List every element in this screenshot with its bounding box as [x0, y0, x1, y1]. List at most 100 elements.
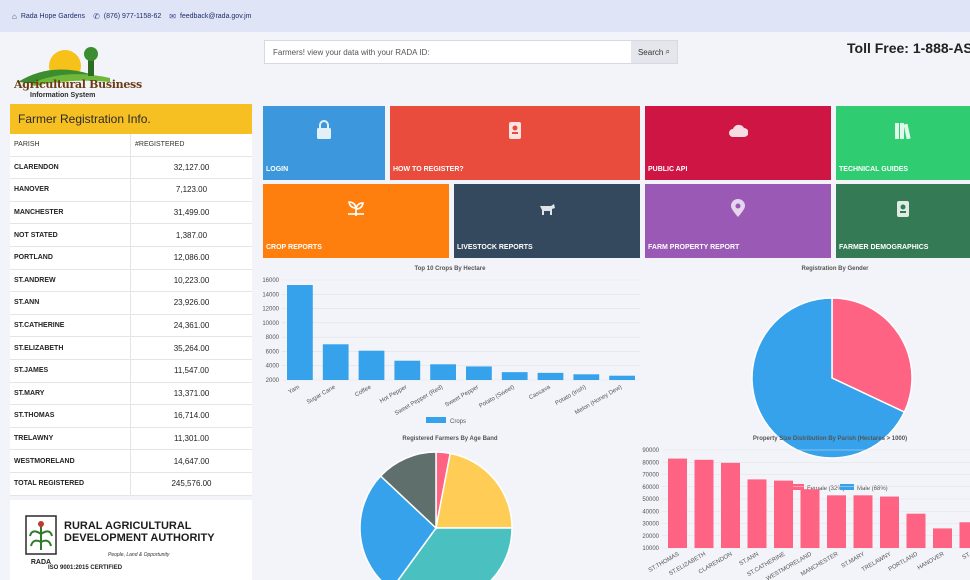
registered-cell: 10,223.00: [173, 275, 210, 285]
x-tick-label: Sugar Cane: [306, 384, 337, 406]
legend-label: Female (32%): [807, 486, 845, 492]
table-row: HANOVER 7,123.00: [10, 179, 252, 202]
y-tick-label: 20000: [642, 534, 659, 540]
parish-cell: ST.CATHERINE: [10, 314, 131, 337]
bar: [747, 479, 767, 548]
y-tick-label: 16000: [262, 278, 279, 284]
registered-cell: 35,264.00: [173, 343, 210, 353]
crops-bar-chart: 2000 4000 6000 8000 10000 12000 14000 16000 Yam S…: [262, 278, 640, 425]
y-tick-label: 6000: [266, 349, 280, 355]
table-row: PORTLAND 12,086.00: [10, 246, 252, 270]
registered-cell: 11,547.00: [174, 366, 209, 376]
parish-cell: NOT STATED: [10, 224, 131, 246]
col-registered: #REGISTERED: [135, 141, 185, 149]
tile-farm-property-report[interactable]: FARM PROPERTY REPORT: [645, 184, 831, 258]
table-row: ST.JAMES 11,547.00: [10, 359, 252, 383]
registered-cell: 14,647.00: [173, 456, 210, 466]
parish-cell: PORTLAND: [10, 246, 131, 269]
registered-cell: 245,576.00: [171, 479, 212, 489]
pie-slice: [831, 297, 913, 414]
tile-how-to-register[interactable]: HOW TO REGISTER?: [390, 106, 640, 180]
y-tick-label: 70000: [642, 473, 659, 479]
rada-tagline: People, Land & Opportunity: [108, 552, 170, 558]
rada-id-search: Search ⌕: [264, 40, 678, 64]
phone-icon: ✆: [93, 11, 100, 21]
pie-slice: [359, 474, 437, 580]
y-tick-label: 2000: [266, 378, 280, 384]
tile-label: PUBLIC API: [648, 166, 688, 173]
tile-crop-reports[interactable]: CROP REPORTS: [263, 184, 449, 258]
table-row: MANCHESTER 31,499.00: [10, 201, 252, 225]
age-pie-chart: [359, 451, 513, 580]
logo-subtitle: Information System: [30, 92, 96, 99]
panel-title: Farmer Registration Info.: [10, 104, 252, 134]
rada-emblem: RADA: [25, 515, 57, 566]
bar: [358, 350, 385, 380]
table-row: ST.MARY 13,371.00: [10, 382, 252, 406]
y-tick-label: 60000: [642, 485, 659, 491]
y-tick-label: 80000: [642, 460, 659, 466]
table-header: PARISH #REGISTERED: [10, 134, 252, 157]
rada-mark: RADA: [31, 559, 51, 566]
age-chart-title: Registered Farmers By Age Band: [402, 436, 498, 442]
y-tick-label: 30000: [642, 522, 659, 528]
tile-label: LOGIN: [266, 166, 289, 173]
x-tick-label: TRELAWNY: [861, 552, 893, 574]
tile-label: HOW TO REGISTER?: [393, 166, 464, 173]
bar: [694, 459, 714, 548]
parish-cell: TRELAWNY: [10, 427, 131, 450]
bar: [573, 374, 600, 380]
registered-cell: 31,499.00: [173, 208, 210, 218]
pie-slice: [379, 451, 437, 530]
tile-public-api[interactable]: PUBLIC API: [645, 106, 831, 180]
y-tick-label: 10000: [262, 321, 279, 327]
registered-cell: 13,371.00: [173, 388, 210, 398]
tile-login[interactable]: LOGIN: [263, 106, 385, 180]
email-link[interactable]: ✉ feedback@rada.gov.jm: [169, 11, 252, 21]
table-row: NOT STATED 1,387.00: [10, 224, 252, 247]
top-contact-bar: ⌂ Rada Hope Gardens ✆ (876) 977-1158-62 ✉ f…: [0, 0, 970, 32]
id-badge-icon: [509, 122, 521, 139]
person-badge-icon: [897, 201, 909, 217]
parish-cell: ST.THOMAS: [10, 405, 131, 427]
org-link[interactable]: ⌂ Rada Hope Gardens: [12, 11, 86, 21]
bar: [501, 372, 528, 380]
property-chart-title: Property Size Distribution By Parish (He…: [752, 436, 908, 442]
parish-cell: WESTMORELAND: [10, 450, 131, 472]
bar: [430, 364, 456, 380]
parish-cell: ST.MARY: [10, 382, 131, 405]
registered-cell: 11,301.00: [174, 434, 209, 444]
x-tick-label: Cassava: [528, 384, 552, 401]
search-button[interactable]: Search ⌕: [631, 41, 677, 63]
search-input[interactable]: [265, 41, 631, 63]
table-row: ST.CATHERINE 24,361.00: [10, 314, 252, 338]
x-tick-label: HANOVER: [917, 551, 946, 571]
bar: [800, 489, 820, 548]
rada-title-line1: RURAL AGRICULTURAL: [64, 520, 192, 532]
tile-livestock-reports[interactable]: LIVESTOCK REPORTS: [454, 184, 640, 258]
y-tick-label: 14000: [262, 292, 279, 298]
x-tick-label: Yam: [288, 385, 301, 396]
tile-farmer-demographics[interactable]: FARMER DEMOGRAPHICS: [836, 184, 970, 258]
legend-label: Crops: [450, 419, 466, 425]
property-bar-chart: 10000 20000 30000 40000 50000 60000 70000 80000…: [642, 448, 970, 580]
x-tick-label: Potato (Sweet): [478, 385, 515, 410]
bar: [933, 528, 952, 548]
rada-certification: RADA RURAL AGRICULTURAL DEVELOPMENT AUTH…: [10, 500, 252, 580]
registered-cell: 7,123.00: [175, 185, 208, 195]
table-row: ST.THOMAS 16,714.00: [10, 405, 252, 428]
table-row: ST.ANN 23,926.00: [10, 292, 252, 315]
abis-logo[interactable]: [10, 38, 120, 102]
y-tick-label: 40000: [642, 509, 659, 515]
phone-link[interactable]: ✆ (876) 977-1158-62: [93, 11, 162, 21]
y-tick-label: 12000: [262, 307, 279, 313]
parish-cell: ST.ANDREW: [10, 269, 131, 292]
cloud-icon: [729, 124, 748, 137]
pie-slice: [435, 452, 513, 529]
bar: [906, 513, 926, 548]
tile-technical-guides[interactable]: TECHNICAL GUIDES: [836, 106, 970, 180]
envelope-icon: ✉: [169, 11, 176, 21]
parish-cell: CLARENDON: [10, 156, 131, 179]
bar: [827, 495, 846, 548]
bar: [668, 458, 687, 548]
